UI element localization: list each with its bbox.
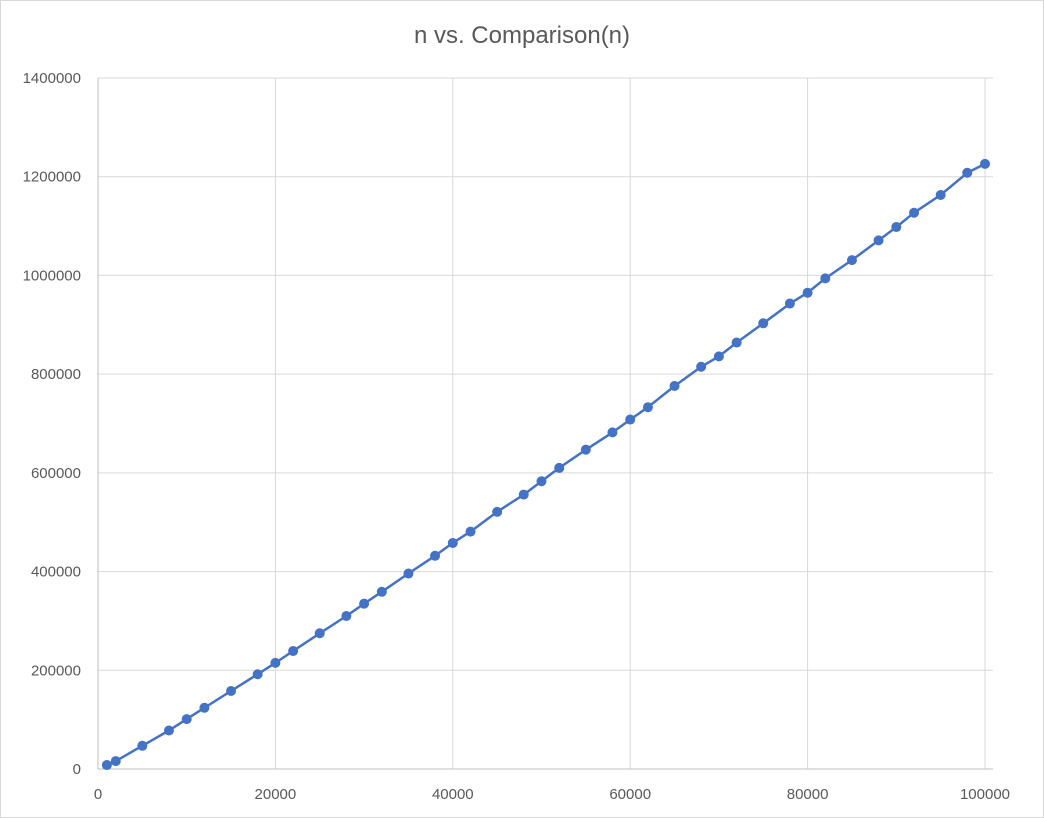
- data-point: [181, 714, 192, 725]
- data-point: [447, 537, 458, 548]
- data-point: [314, 628, 325, 639]
- x-tick-label: 80000: [787, 786, 829, 803]
- data-point: [163, 725, 174, 736]
- data-point: [980, 158, 990, 169]
- data-point: [696, 361, 707, 372]
- data-point: [935, 189, 946, 200]
- chart-title: n vs. Comparison(n): [413, 22, 631, 49]
- data-point: [607, 427, 618, 438]
- data-point: [518, 489, 529, 500]
- y-tick-label: 0: [73, 761, 81, 778]
- data-point: [909, 207, 920, 218]
- x-tick-label: 60000: [609, 786, 651, 803]
- data-point: [731, 337, 742, 348]
- data-point: [536, 476, 547, 487]
- data-point: [713, 351, 724, 362]
- data-point: [376, 586, 387, 597]
- data-point: [873, 235, 884, 246]
- data-point: [359, 598, 370, 609]
- data-point: [270, 657, 281, 668]
- data-point: [820, 273, 831, 284]
- data-point: [625, 414, 636, 425]
- y-tick-label: 1000000: [23, 267, 81, 284]
- data-point: [669, 380, 680, 391]
- data-point: [580, 444, 591, 455]
- data-point: [846, 255, 857, 266]
- x-tick-label: 100000: [960, 786, 1010, 803]
- series-line-layer: [106, 162, 986, 767]
- data-point: [554, 462, 565, 473]
- series-marker-layer: [101, 158, 990, 771]
- y-tick-label: 800000: [31, 366, 81, 383]
- x-tick-label: 40000: [432, 786, 474, 803]
- data-point: [492, 506, 503, 517]
- data-point: [252, 669, 263, 680]
- y-tick-label: 600000: [31, 465, 81, 482]
- data-point: [110, 756, 121, 767]
- data-point: [199, 702, 210, 713]
- axes: 0200000400000600000800000100000012000001…: [23, 70, 1010, 803]
- data-point: [758, 318, 769, 329]
- data-point: [891, 222, 902, 233]
- data-point: [226, 686, 237, 697]
- data-point: [802, 287, 813, 298]
- gridlines: [98, 77, 993, 769]
- y-tick-label: 1200000: [23, 169, 81, 186]
- data-point: [288, 646, 299, 657]
- data-point: [403, 568, 414, 579]
- data-point: [137, 740, 148, 751]
- y-tick-label: 1400000: [23, 70, 81, 87]
- data-point: [642, 402, 653, 413]
- x-tick-label: 0: [94, 786, 102, 803]
- x-tick-label: 20000: [255, 786, 297, 803]
- data-point: [430, 550, 441, 561]
- y-tick-label: 400000: [31, 564, 81, 581]
- data-point: [341, 610, 352, 621]
- series-line: [106, 162, 986, 767]
- data-point: [465, 526, 476, 537]
- data-point: [962, 167, 973, 178]
- data-point: [784, 298, 795, 309]
- data-point: [101, 760, 112, 771]
- y-tick-label: 200000: [31, 662, 81, 679]
